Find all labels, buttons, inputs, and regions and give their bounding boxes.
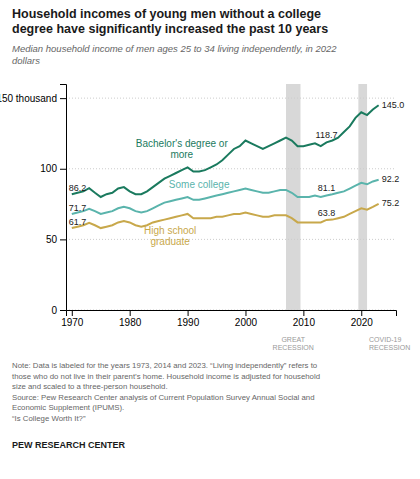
series-label-line: Bachelor's degree or: [136, 138, 229, 149]
x-tick: 1970: [61, 310, 84, 328]
note-line: those who do not live in their parent’s …: [12, 372, 320, 381]
y-tick: 0: [51, 305, 66, 316]
data-label: 86.2: [69, 183, 87, 193]
data-label: 75.2: [382, 198, 400, 208]
x-tick-label: 2000: [235, 317, 258, 328]
y-axis: 0 50 100 150 thousand: [0, 85, 67, 316]
x-tick: 2010: [293, 310, 316, 328]
data-label: 118.7: [316, 130, 338, 140]
recession-band: [358, 84, 367, 310]
x-axis: 1970 1980 1990 2000 2010 2020: [61, 310, 396, 328]
note-line: “Is College Worth It?”: [12, 414, 86, 423]
x-tick-mark: [72, 310, 73, 316]
x-tick-mark: [361, 310, 362, 316]
x-tick: 1980: [119, 310, 142, 328]
series-label: Bachelor's degree ormore: [136, 138, 229, 160]
series-label-line: Some college: [169, 179, 230, 190]
y-tick-mark: [60, 239, 66, 240]
y-tick: 100: [40, 163, 66, 174]
title-line: degree have significantly increased the …: [12, 22, 328, 36]
x-tick-mark: [303, 310, 304, 316]
x-tick: 2020: [351, 310, 374, 328]
x-tick-label: 1980: [119, 317, 142, 328]
x-tick-mark: [130, 310, 131, 316]
recession-label: COVID-19RECESSION: [369, 336, 410, 351]
y-tick-mark: [60, 169, 66, 170]
x-tick-label: 1970: [61, 317, 84, 328]
x-tick: 2000: [235, 310, 258, 328]
y-tick-mark: [60, 98, 66, 99]
y-tick-label: 50: [46, 234, 58, 245]
subtitle-line: dollars: [12, 55, 40, 66]
note-line: size and scaled to a three-person househ…: [12, 382, 168, 391]
title: Household incomes of young men without a…: [12, 7, 328, 36]
source: PEW RESEARCH CENTER: [12, 440, 126, 450]
y-tick-label: 100: [40, 163, 57, 174]
data-label: 81.1: [318, 183, 336, 193]
note: Note: Data is labeled for the years 1973…: [12, 361, 320, 423]
chart: Household incomes of young men without a…: [0, 0, 420, 479]
note-line: Note: Data is labeled for the years 1973…: [12, 361, 318, 370]
recession-label: GREATRECESSION: [273, 336, 314, 351]
data-label: 145.0: [382, 100, 405, 110]
data-label: 71.7: [69, 203, 87, 213]
x-tick-mark: [245, 310, 246, 316]
grid-line: [66, 239, 396, 240]
subtitle: Median household income of men ages 25 t…: [12, 43, 337, 66]
y-tick: 50: [46, 234, 66, 245]
y-axis-line: [60, 85, 67, 311]
y-tick: 150 thousand: [0, 93, 66, 104]
x-tick: 1990: [177, 310, 200, 328]
y-tick-label: 150 thousand: [0, 93, 57, 104]
series-label-line: more: [170, 149, 193, 160]
series-label-line: High school: [144, 225, 196, 236]
recession-label-line: GREAT: [281, 336, 305, 343]
note-line: Source: Pew Research Center analysis of …: [12, 393, 315, 402]
series-line: [72, 105, 379, 197]
data-label: 92.2: [382, 174, 400, 184]
grid-line: [66, 168, 396, 169]
series-label: Some college: [169, 179, 230, 190]
subtitle-line: Median household income of men ages 25 t…: [12, 43, 337, 54]
plot-area: [66, 84, 396, 310]
data-label: 61.7: [69, 217, 87, 227]
recession-label-line: RECESSION: [273, 344, 314, 351]
grid-line: [66, 98, 396, 99]
grid-line: [66, 310, 396, 311]
note-line: Economic Supplement (IPUMS).: [12, 403, 124, 412]
recession-label-line: RECESSION: [369, 344, 410, 351]
recession-label-line: COVID-19: [369, 336, 401, 343]
y-tick-label: 0: [51, 305, 57, 316]
x-axis-line: [67, 311, 397, 317]
x-tick-label: 1990: [177, 317, 200, 328]
x-tick-mark: [188, 310, 189, 316]
x-tick-label: 2020: [351, 317, 374, 328]
data-label: 63.8: [318, 208, 336, 218]
x-tick-label: 2010: [293, 317, 316, 328]
title-line: Household incomes of young men without a…: [12, 7, 321, 21]
series-label: High schoolgraduate: [144, 225, 196, 247]
series-line: [72, 204, 379, 228]
y-tick-mark: [60, 310, 66, 311]
series-label-line: graduate: [150, 236, 190, 247]
